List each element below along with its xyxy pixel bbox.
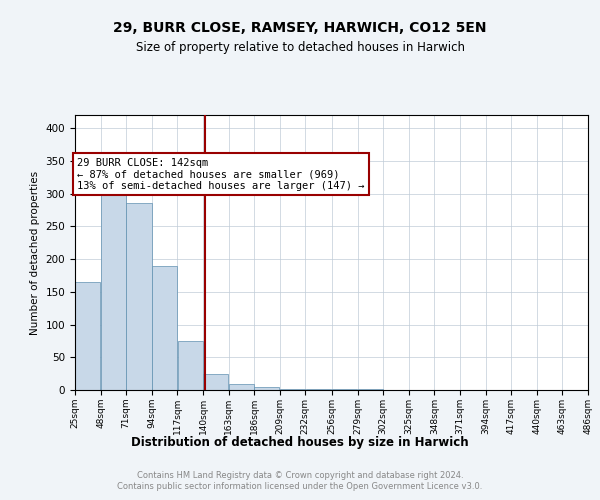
Text: Contains HM Land Registry data © Crown copyright and database right 2024.
Contai: Contains HM Land Registry data © Crown c… — [118, 472, 482, 490]
Bar — [75, 282, 100, 390]
Bar — [254, 388, 280, 390]
Text: 29 BURR CLOSE: 142sqm
← 87% of detached houses are smaller (969)
13% of semi-det: 29 BURR CLOSE: 142sqm ← 87% of detached … — [77, 158, 365, 191]
Bar — [127, 204, 152, 390]
Bar — [203, 374, 228, 390]
Text: 29, BURR CLOSE, RAMSEY, HARWICH, CO12 5EN: 29, BURR CLOSE, RAMSEY, HARWICH, CO12 5E… — [113, 20, 487, 34]
Text: Size of property relative to detached houses in Harwich: Size of property relative to detached ho… — [136, 41, 464, 54]
Y-axis label: Number of detached properties: Number of detached properties — [30, 170, 40, 334]
Bar — [101, 190, 126, 390]
Bar — [152, 266, 177, 390]
Bar — [178, 341, 203, 390]
Bar — [229, 384, 254, 390]
Bar — [280, 388, 305, 390]
Text: Distribution of detached houses by size in Harwich: Distribution of detached houses by size … — [131, 436, 469, 449]
